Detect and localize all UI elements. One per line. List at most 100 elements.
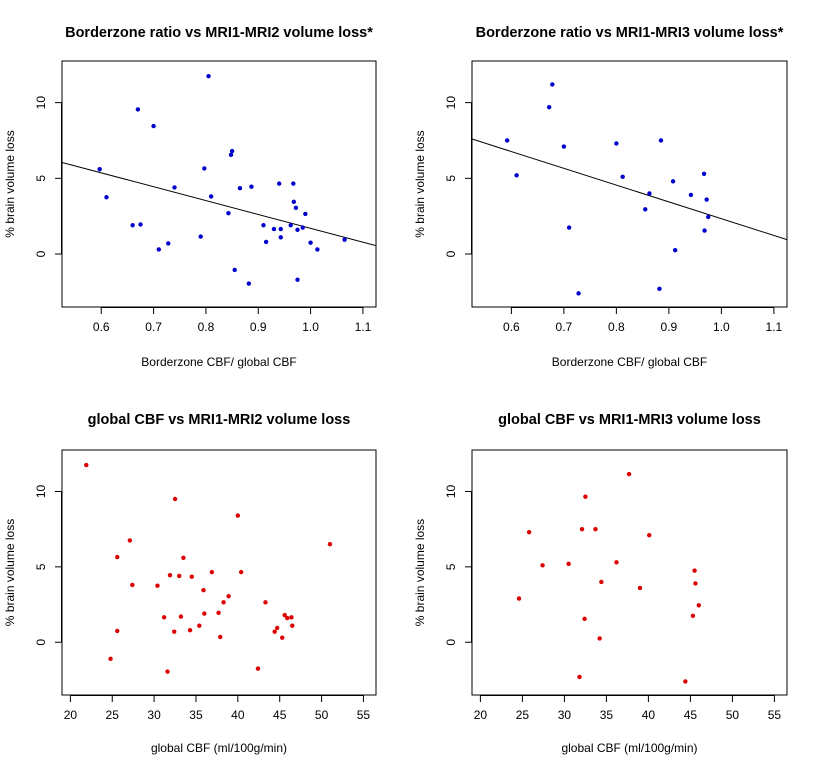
x-tick-label: 55 [768,708,782,722]
data-point [303,211,308,217]
data-point [130,223,135,228]
data-point [235,513,241,518]
data-point [690,613,696,619]
data-point [97,167,102,172]
data-point [566,225,572,230]
data-point [315,247,320,252]
data-point [208,194,214,199]
data-point [127,538,133,543]
y-tick-label: 10 [444,484,458,498]
x-tick-label: 0.7 [145,320,162,334]
data-point [647,191,652,196]
data-point [342,237,347,242]
data-point [221,600,226,605]
y-axis-label: % brain volume loss [413,519,427,626]
data-point [702,228,707,233]
x-tick-label: 30 [558,708,572,722]
data-point [643,207,648,212]
data-point [561,144,567,149]
x-tick-label: 0.8 [198,320,215,334]
data-point [291,199,297,204]
x-axis-label: Borderzone CBF/ global CBF [141,355,296,369]
data-point [108,656,113,662]
data-point [593,526,598,532]
data-point [692,568,697,573]
data-point [151,123,156,129]
data-point [232,267,237,273]
y-axis-label: % brain volume loss [3,130,17,237]
data-point [104,195,109,200]
x-tick-label: 0.6 [93,320,110,334]
data-point [172,496,178,502]
data-point [566,561,571,567]
panel-3: global CBF vs MRI1-MRI2 volume loss 20 25 3… [3,412,377,755]
regression-line [62,161,376,247]
y-axis-label: % brain volume loss [413,130,427,237]
data-point [290,623,295,628]
data-point [228,152,234,158]
y-tick-label: 5 [444,563,458,570]
x-tick-label: 0.9 [661,320,678,334]
data-point [582,616,587,622]
x-tick-label: 0.7 [556,320,573,334]
panel-title: Borderzone ratio vs MRI1-MRI3 volume los… [476,25,784,41]
y-tick-label: 5 [34,563,48,570]
data-point [177,573,182,579]
data-point [274,625,280,631]
data-point [672,248,678,253]
data-point [576,291,581,296]
x-tick-label: 20 [474,708,488,722]
plot-frame [61,60,377,308]
panel-title: global CBF vs MRI1-MRI2 volume loss [88,412,351,428]
data-point [161,615,167,620]
data-point [181,555,186,560]
data-point [300,225,305,230]
data-point [197,623,202,628]
data-point [271,226,277,232]
y-axis-label: % brain volume loss [3,519,17,626]
y-tick-label: 10 [444,96,458,110]
data-point [178,614,184,619]
y-tick-label: 0 [444,250,458,257]
data-point [282,612,287,618]
y-tick-label: 5 [444,175,458,182]
data-point [206,73,211,79]
data-point [683,679,688,684]
data-point [229,148,235,154]
data-point [238,569,244,575]
data-point [514,173,519,178]
data-point [263,239,269,245]
x-tick-label: 0.9 [250,320,267,334]
data-point [526,529,532,535]
data-point [155,583,160,588]
data-point [130,582,135,588]
data-point [249,184,254,189]
data-point [295,227,300,232]
plot-frame [471,60,788,308]
data-point [115,554,120,560]
data-point [293,205,299,211]
data-point [577,674,582,680]
x-tick-label: 50 [726,708,740,722]
data-point [138,222,143,227]
x-tick-label: 45 [273,708,287,722]
data-point [516,596,522,601]
data-point [201,588,206,593]
data-point [289,615,294,620]
data-point [583,494,588,499]
data-point [272,629,277,634]
x-tick-label: 20 [64,708,78,722]
data-point [579,526,585,532]
data-point [308,240,313,245]
data-point [637,585,643,591]
data-point [115,628,120,634]
data-point [614,560,619,565]
data-point [263,600,268,605]
data-point [218,634,223,640]
data-point [246,281,252,286]
data-point [278,226,283,232]
data-point [226,210,231,216]
x-tick-label: 40 [231,708,245,722]
data-point [172,185,177,190]
data-point [599,579,604,585]
